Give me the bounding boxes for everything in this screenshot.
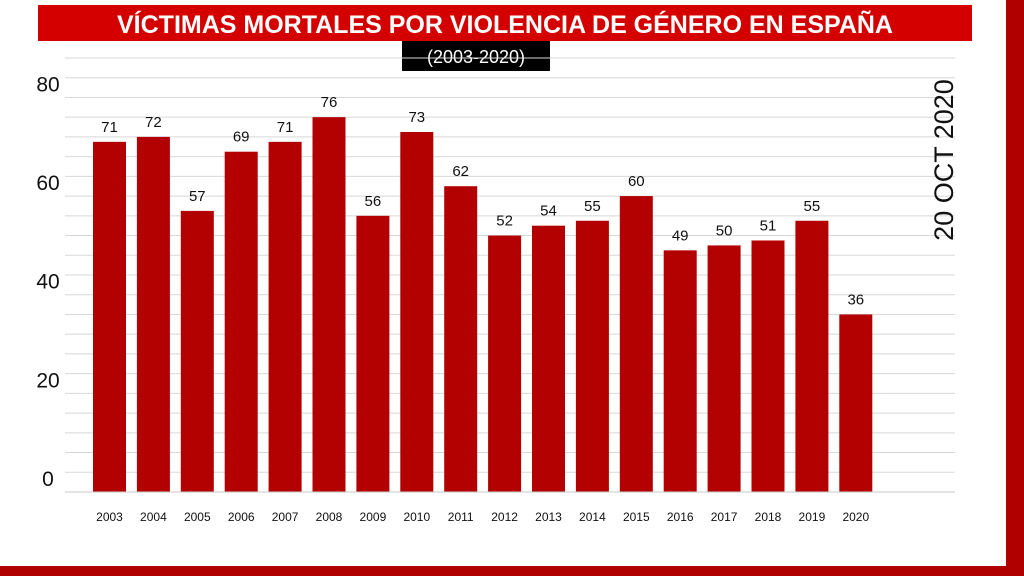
x-tick-label: 2015 — [623, 510, 650, 524]
date-annotation: 20 OCT 2020 — [929, 79, 959, 241]
x-tick-label: 2008 — [316, 510, 343, 524]
chart-panel: VÍCTIMAS MORTALES POR VIOLENCIA DE GÉNER… — [0, 0, 1006, 566]
x-tick-label: 2013 — [535, 510, 562, 524]
value-label: 57 — [189, 188, 206, 205]
bar — [751, 240, 785, 492]
y-axis-ticks: 0 20 40 60 80 — [36, 73, 59, 491]
value-labels: 71 72 57 69 71 76 56 73 62 52 54 55 60 49 50 51 55 36 — [101, 94, 864, 308]
x-tick-label: 2009 — [360, 510, 387, 524]
value-label: 72 — [145, 114, 162, 131]
x-tick-label: 2003 — [96, 510, 123, 524]
value-label: 49 — [672, 227, 689, 244]
bar — [136, 136, 170, 492]
bar — [663, 250, 697, 492]
x-tick-label: 2011 — [448, 510, 474, 524]
value-label: 60 — [628, 173, 645, 190]
subtitle-box — [402, 41, 550, 71]
value-label: 71 — [277, 119, 294, 136]
bar — [795, 220, 829, 492]
value-label: 36 — [847, 291, 864, 308]
bar — [312, 117, 346, 492]
x-tick-label: 2012 — [491, 510, 518, 524]
bar — [575, 220, 609, 492]
x-tick-label: 2020 — [842, 510, 869, 524]
y-tick-label: 80 — [36, 73, 59, 96]
bar-chart: VÍCTIMAS MORTALES POR VIOLENCIA DE GÉNER… — [36, 5, 972, 524]
value-label: 62 — [452, 163, 469, 180]
bar — [532, 225, 565, 492]
bars-group — [93, 117, 873, 493]
x-tick-label: 2007 — [272, 510, 299, 524]
bar — [224, 151, 258, 493]
bar — [93, 141, 126, 492]
y-tick-label: 60 — [36, 172, 59, 195]
value-label: 55 — [584, 198, 601, 215]
value-label: 69 — [233, 129, 250, 146]
title-banner — [38, 5, 972, 41]
x-tick-label: 2006 — [228, 510, 255, 524]
x-tick-label: 2004 — [140, 510, 167, 524]
value-label: 54 — [540, 203, 557, 220]
bar — [444, 186, 478, 492]
bar — [180, 210, 214, 493]
y-tick-label: 20 — [36, 369, 59, 392]
x-tick-label: 2005 — [184, 510, 211, 524]
y-tick-label: 40 — [36, 271, 59, 294]
value-label: 71 — [101, 119, 118, 136]
y-tick-label: 0 — [42, 468, 54, 491]
x-axis-labels: 2003 2004 2005 2006 2007 2008 2009 2010 2011 2012… — [96, 510, 869, 524]
x-tick-label: 2016 — [667, 510, 694, 524]
chart-title: VÍCTIMAS MORTALES POR VIOLENCIA DE GÉNER… — [117, 9, 893, 39]
bar — [488, 235, 522, 492]
chart-subtitle: (2003-2020) — [427, 47, 525, 67]
bar — [619, 196, 653, 492]
x-tick-label: 2010 — [403, 510, 430, 524]
value-label: 73 — [408, 109, 425, 126]
bar — [268, 141, 302, 492]
x-tick-label: 2017 — [711, 510, 738, 524]
bar — [356, 215, 390, 492]
value-label: 55 — [804, 198, 821, 215]
value-label: 50 — [716, 222, 733, 239]
bar — [707, 245, 741, 492]
value-label: 52 — [496, 213, 513, 230]
value-label: 51 — [760, 217, 777, 234]
value-label: 56 — [365, 193, 382, 210]
x-tick-label: 2019 — [799, 510, 826, 524]
x-tick-label: 2014 — [579, 510, 606, 524]
x-tick-label: 2018 — [755, 510, 782, 524]
bar — [839, 314, 873, 492]
bar — [400, 131, 434, 492]
value-label: 76 — [321, 94, 338, 111]
